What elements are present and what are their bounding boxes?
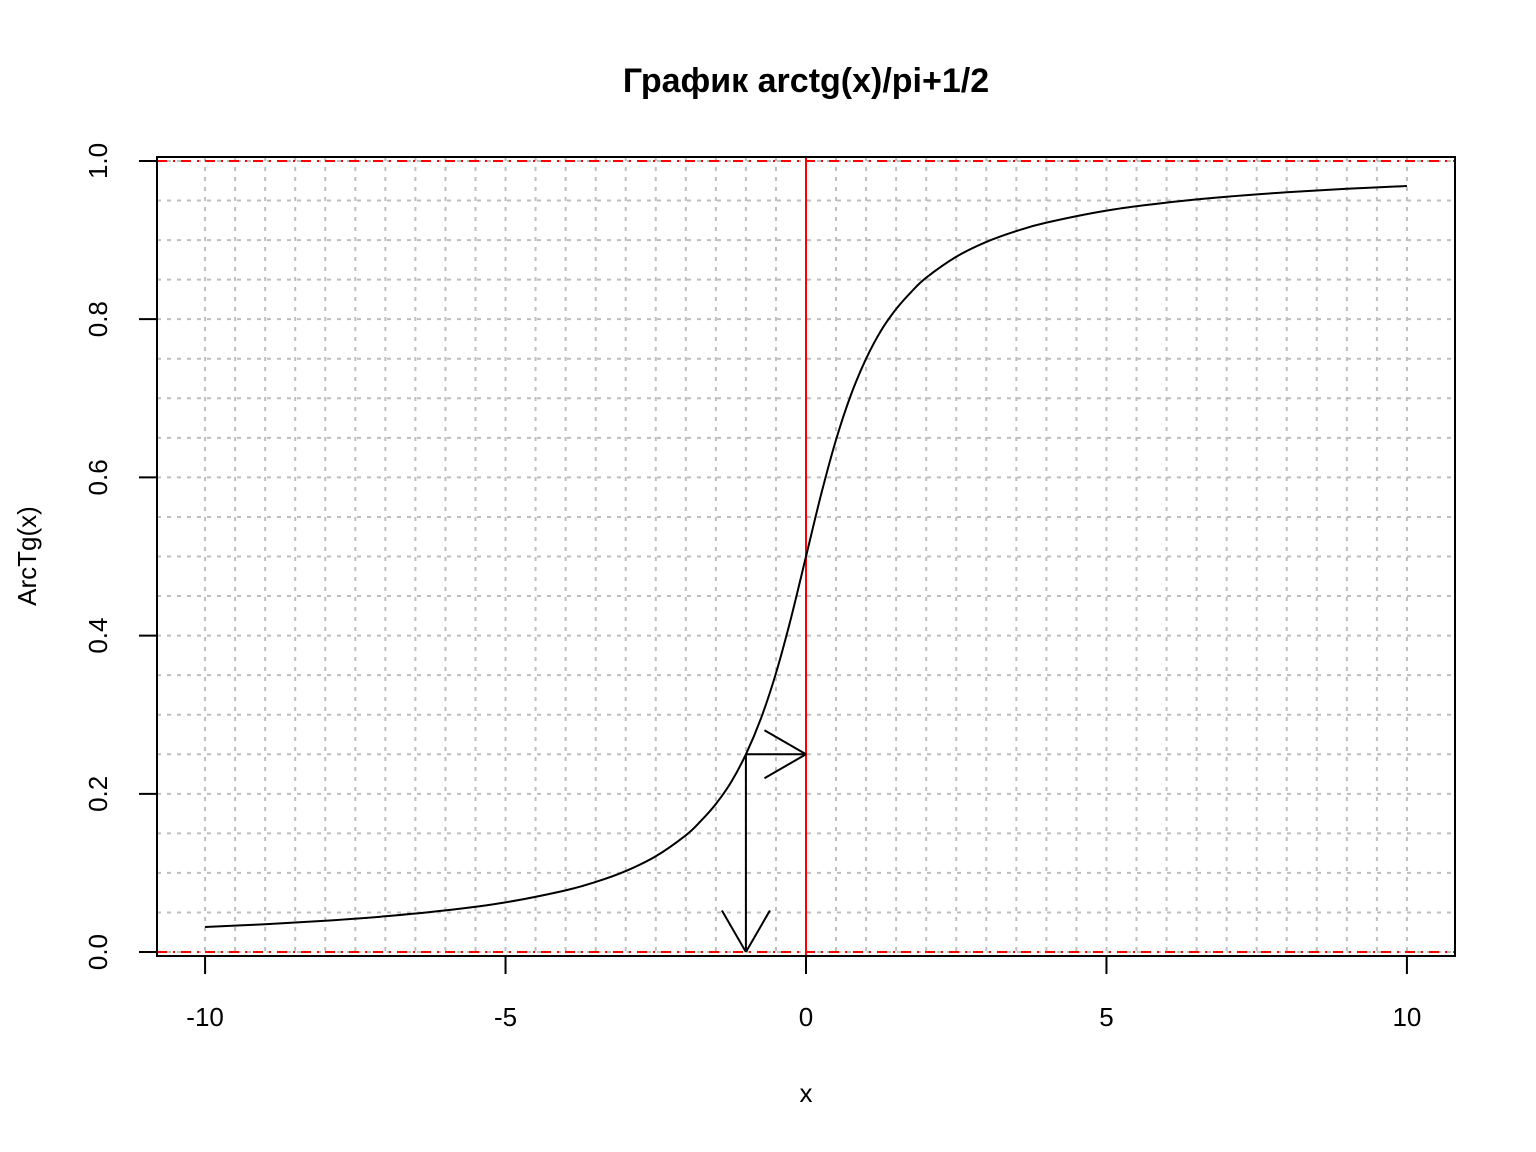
x-tick-label: 5 xyxy=(1099,1002,1113,1032)
arrow-head xyxy=(721,909,747,953)
y-axis-label: ArcTg(x) xyxy=(12,506,42,606)
y-tick-label: 1.0 xyxy=(83,143,113,179)
arrow-head xyxy=(763,753,807,780)
annotation-arrow xyxy=(745,729,807,780)
y-axis: 0.0 0.2 0.4 0.6 0.8 1.0 xyxy=(83,143,158,970)
x-tick-label: 0 xyxy=(799,1002,813,1032)
y-tick-label: 0.6 xyxy=(83,459,113,495)
y-tick-label: 0.2 xyxy=(83,776,113,812)
y-tick-label: 0.4 xyxy=(83,618,113,654)
x-tick-label: 10 xyxy=(1392,1002,1421,1032)
annotation-arrow xyxy=(721,754,771,953)
series-line xyxy=(205,185,1407,928)
x-tick-label: -10 xyxy=(186,1002,224,1032)
x-axis: -10 -5 0 5 10 xyxy=(186,955,1421,1032)
arrow-head xyxy=(745,909,771,953)
y-tick-label: 0.0 xyxy=(83,934,113,970)
annotation-arrows xyxy=(721,729,807,953)
chart-title: График arctg(x)/pi+1/2 xyxy=(623,62,989,100)
x-axis-label: x xyxy=(800,1078,813,1108)
series-layer xyxy=(205,185,1407,928)
arrow-head xyxy=(763,729,807,756)
x-tick-label: -5 xyxy=(494,1002,517,1032)
y-tick-label: 0.8 xyxy=(83,301,113,337)
